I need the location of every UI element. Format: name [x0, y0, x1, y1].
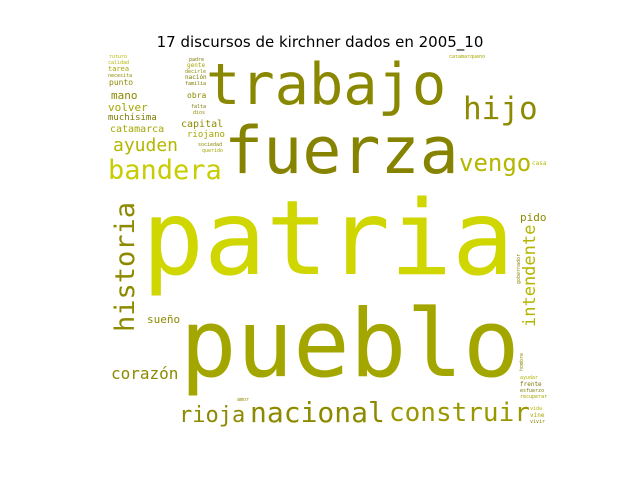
cloud-word: volver — [108, 101, 148, 114]
cloud-word: vine — [530, 412, 545, 419]
cloud-word: nacional — [250, 396, 385, 429]
cloud-word: catamarca — [110, 124, 165, 135]
cloud-word: familia — [185, 81, 207, 87]
cloud-word: punto — [109, 78, 134, 87]
cloud-word: gente — [187, 62, 206, 69]
cloud-word: ayuden — [113, 135, 179, 156]
cloud-word: esfuerzo — [520, 388, 545, 394]
cloud-word: casa — [532, 160, 547, 167]
cloud-word: mano — [111, 89, 138, 102]
cloud-word: obra — [187, 91, 207, 100]
cloud-word: decirle — [185, 69, 207, 75]
cloud-word: frente — [520, 381, 542, 388]
cloud-word: pueblo — [180, 290, 520, 399]
cloud-word: hijo — [463, 91, 538, 127]
cloud-word: corazón — [111, 364, 179, 383]
cloud-word: sociedad — [198, 142, 223, 148]
cloud-word: calidad — [108, 60, 130, 66]
chart-title: 17 discursos de kirchner dados en 2005_1… — [156, 33, 484, 51]
cloud-word: ayudar — [520, 375, 539, 381]
cloud-word: vida — [530, 406, 543, 412]
cloud-word: nación — [185, 74, 207, 81]
cloud-word: muchísima — [108, 113, 157, 123]
cloud-word: intendente — [520, 224, 540, 327]
cloud-word: futuro — [109, 55, 128, 60]
cloud-word: vengo — [459, 149, 532, 177]
cloud-word: sueño — [147, 313, 181, 326]
cloud-word: falta — [191, 104, 207, 110]
cloud-word: patria — [142, 179, 515, 299]
cloud-word: capital — [181, 119, 224, 130]
cloud-word: catamarqueño — [449, 55, 486, 60]
cloud-word: hombre — [519, 352, 525, 371]
cloud-word: riojano — [187, 130, 225, 140]
cloud-word: recuperar — [520, 394, 548, 400]
cloud-word: trabajo — [206, 55, 447, 118]
cloud-word: padre — [189, 57, 205, 63]
cloud-word: gobernador — [516, 253, 522, 284]
cloud-word: fuerza — [224, 114, 459, 189]
word-cloud: patria pueblo fuerza trabajo bandera nacional… — [108, 55, 548, 429]
cloud-word: necesita — [108, 73, 133, 79]
cloud-word: historia — [110, 201, 141, 332]
cloud-word: pido — [520, 211, 547, 224]
cloud-word: vivir — [530, 419, 546, 425]
cloud-word: bandera — [108, 155, 222, 186]
cloud-word: construir — [389, 398, 530, 428]
cloud-word: rioja — [179, 403, 246, 428]
cloud-word: querido — [202, 148, 224, 154]
cloud-word: amor — [237, 397, 250, 403]
cloud-word: tarea — [108, 65, 130, 73]
cloud-word: dios — [193, 110, 206, 116]
